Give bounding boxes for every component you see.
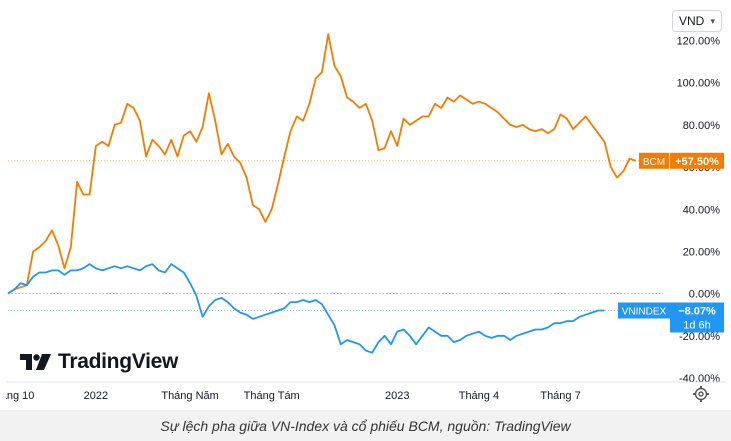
series-name-label: VNINDEX (622, 307, 667, 318)
tradingview-logo-icon (20, 354, 51, 370)
x-tick-label: Tháng Năm (161, 390, 218, 402)
series-name-tag (639, 152, 669, 169)
y-tick-label: 0.00% (689, 289, 720, 301)
x-tick-label: 2023 (385, 390, 409, 402)
chevron-down-icon: ▾ (710, 15, 715, 26)
figure-caption: Sự lệch pha giữa VN-Index và cổ phiếu BC… (160, 417, 571, 434)
y-tick-label: 20.00% (683, 246, 721, 258)
y-tick-label: -40.00% (679, 373, 720, 385)
x-tick-label: Tháng 10 (6, 390, 34, 402)
y-tick-label: -20.00% (679, 331, 720, 343)
y-tick-label: 40.00% (683, 204, 721, 216)
last-value-badge (670, 302, 724, 333)
gear-icon[interactable] (693, 386, 709, 402)
last-value-sublabel: 1d 6h (683, 320, 711, 332)
x-tick-label: 2022 (84, 390, 108, 402)
series-name-label: BCM (643, 157, 665, 168)
series-line-bcm (7, 33, 637, 295)
currency-label: VND (679, 14, 705, 28)
x-tick-label: Tháng 7 (540, 390, 580, 402)
last-value-badge (670, 152, 724, 169)
y-tick-label: 80.00% (683, 120, 721, 132)
chart-panel: 120.00%100.00%80.00%60.00%40.00%20.00%0.… (0, 4, 726, 408)
series-name-tag (618, 302, 670, 319)
x-tick-label: Tháng Tám (244, 390, 300, 402)
logo-wordmark: TradingView (58, 350, 179, 373)
currency-dropdown[interactable]: VND ▾ (672, 10, 722, 32)
x-tick-label: Tháng 4 (459, 390, 499, 402)
last-value-label: −8.07% (678, 306, 716, 318)
series-line-vnindex (7, 263, 605, 354)
y-tick-label: 100.00% (677, 78, 721, 90)
y-tick-label: 120.00% (677, 36, 721, 48)
chart-svg: 120.00%100.00%80.00%60.00%40.00%20.00%0.… (0, 33, 726, 402)
tradingview-logo: TradingView (20, 350, 178, 374)
caption-bar: Sự lệch pha giữa VN-Index và cổ phiếu BC… (0, 410, 731, 441)
last-value-label: +57.50% (675, 156, 719, 168)
